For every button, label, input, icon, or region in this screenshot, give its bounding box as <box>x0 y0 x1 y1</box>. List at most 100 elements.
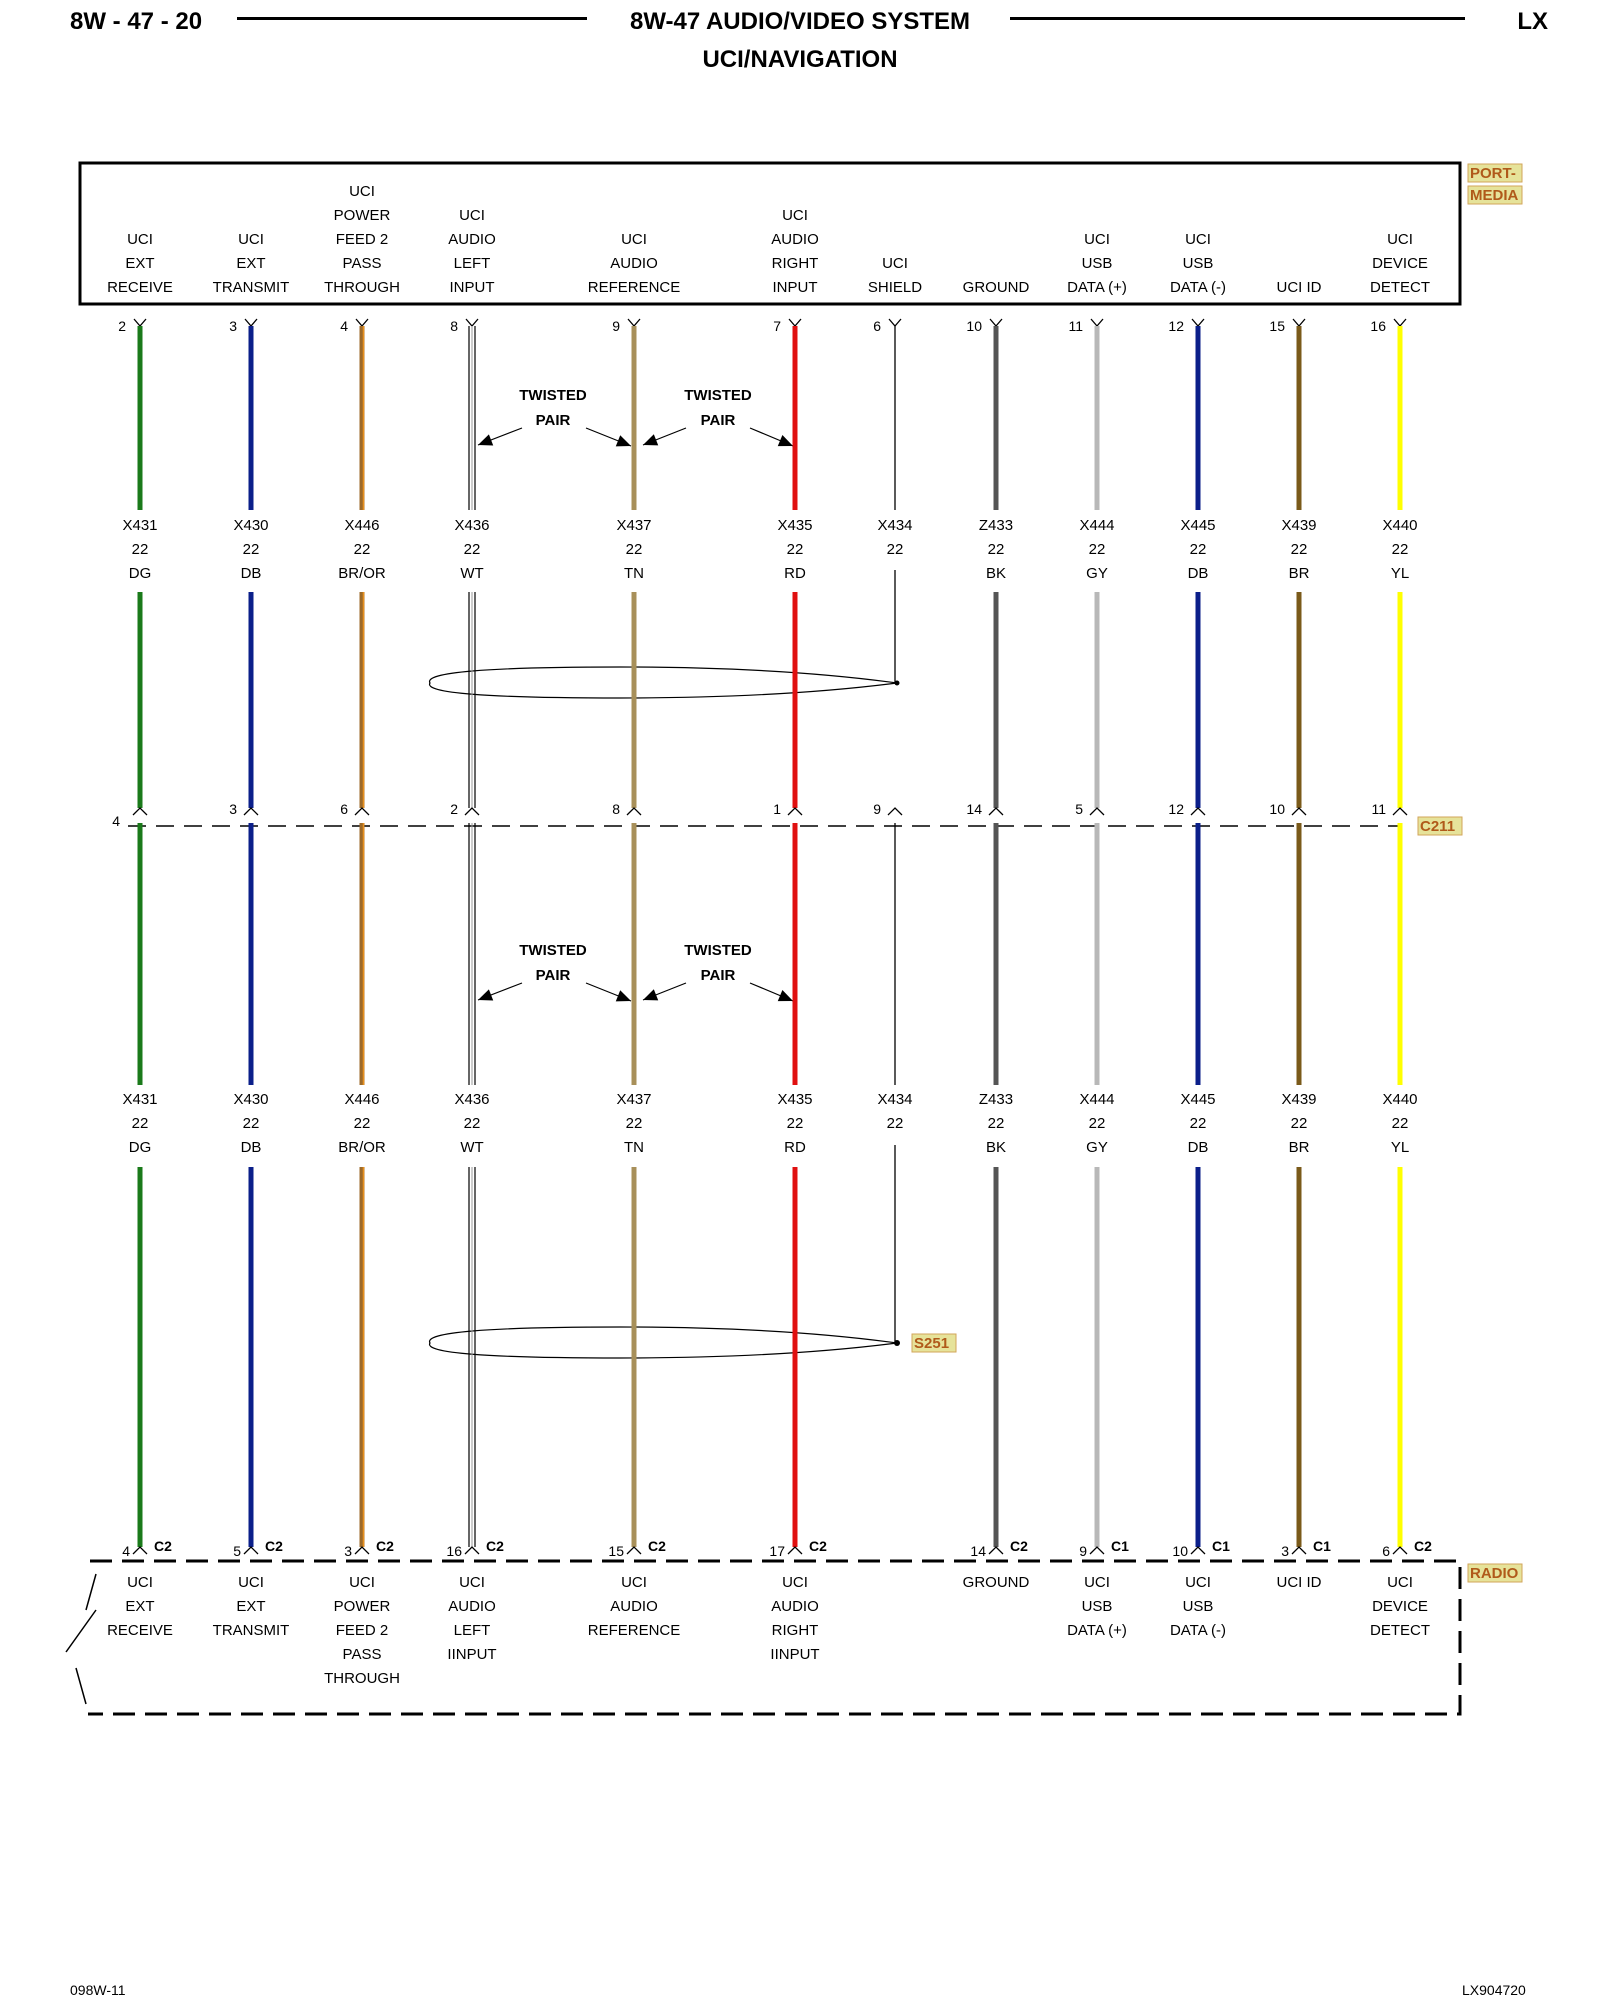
circuit-usb-minus-top-label-0: UCI <box>1185 231 1211 248</box>
header-rule-left <box>237 17 587 20</box>
circuit-power-feed-color-code-upper: BR/OR <box>338 565 386 582</box>
circuit-ext-receive-top-pin-symbol <box>133 318 147 327</box>
circuit-ext-transmit-bottom-pin-symbol <box>243 1546 259 1555</box>
circuit-audio-left-color-code-upper: WT <box>460 565 483 582</box>
circuit-ext-receive-color-code-upper: DG <box>129 565 152 582</box>
circuit-usb-plus-top-label-0: UCI <box>1084 231 1110 248</box>
circuit-uci-id-c211-pin: 10 <box>1269 801 1285 817</box>
circuit-audio-right-top-pin: 7 <box>773 318 781 334</box>
circuit-power-feed-top-label-4: THROUGH <box>324 279 400 296</box>
circuit-audio-right-top-label-3: INPUT <box>773 279 818 296</box>
circuit-audio-right-bottom-label-3: IINPUT <box>770 1646 819 1663</box>
circuit-audio-left-c211-pin-symbol <box>464 807 480 816</box>
circuit-audio-ref-bottom-label-0: UCI <box>621 1574 647 1591</box>
page-code: 8W - 47 - 20 <box>70 8 203 35</box>
circuit-device-detect-bottom-label-1: DEVICE <box>1372 1598 1428 1615</box>
circuit-device-detect-c211-pin-symbol <box>1392 807 1408 816</box>
circuit-usb-plus-gauge-lower: 22 <box>1089 1115 1106 1132</box>
circuit-shield-top-pin: 6 <box>873 318 881 334</box>
shield-bundle-lower <box>428 1326 898 1359</box>
circuit-audio-ref-bottom-pin: 15 <box>608 1543 624 1559</box>
circuit-ext-receive-wire-id-upper: X431 <box>122 517 157 534</box>
circuit-ext-receive-bottom-label-0: UCI <box>127 1574 153 1591</box>
circuit-ground-gauge-upper: 22 <box>988 541 1005 558</box>
circuit-usb-minus-c211-pin: 12 <box>1168 801 1184 817</box>
circuit-power-feed-top-label-3: PASS <box>343 255 382 272</box>
circuit-audio-left-bottom-label-1: AUDIO <box>448 1598 496 1615</box>
circuit-device-detect-bottom-label-2: DETECT <box>1370 1622 1430 1639</box>
port-media-box <box>78 161 1462 306</box>
circuit-audio-left-top-pin: 8 <box>450 318 458 334</box>
circuit-audio-ref-top-label-0: UCI <box>621 231 647 248</box>
circuit-ext-receive-color-code-lower: DG <box>129 1139 152 1156</box>
circuit-ext-transmit-bottom-label-0: UCI <box>238 1574 264 1591</box>
circuit-uci-id-bottom-pin-symbol <box>1291 1546 1307 1555</box>
circuit-ground-top-label-0: GROUND <box>963 279 1030 296</box>
circuit-power-feed-color-code-lower: BR/OR <box>338 1139 386 1156</box>
circuit-ext-transmit-top-pin: 3 <box>229 318 237 334</box>
circuit-audio-left-top-label-3: INPUT <box>450 279 495 296</box>
circuit-audio-right-color-code-lower: RD <box>784 1139 806 1156</box>
circuit-usb-plus-wire-id-lower: X444 <box>1079 1091 1114 1108</box>
circuit-uci-id-bottom-pin: 3 <box>1281 1543 1289 1559</box>
circuit-device-detect-bottom-pin-symbol <box>1392 1546 1408 1555</box>
circuit-power-feed-bottom-label-1: POWER <box>334 1598 391 1615</box>
circuit-power-feed-wire-id-upper: X446 <box>344 517 379 534</box>
circuit-device-detect-top-pin: 16 <box>1370 318 1386 334</box>
circuit-device-detect-color-code-lower: YL <box>1391 1139 1409 1156</box>
circuit-power-feed-c211-pin-symbol <box>354 807 370 816</box>
circuit-audio-ref-bottom-conn: C2 <box>648 1538 666 1554</box>
circuit-shield-gauge-lower: 22 <box>887 1115 904 1132</box>
twisted-pair-right-upper-text-1: TWISTED <box>684 387 752 404</box>
circuit-power-feed-bottom-pin-symbol <box>354 1546 370 1555</box>
port-media-label-1-bg <box>1467 163 1523 183</box>
twisted-pair-right-upper-text-2: PAIR <box>701 412 736 429</box>
circuit-audio-ref-top-pin: 9 <box>612 318 620 334</box>
circuit-audio-right-wire-id-lower: X435 <box>777 1091 812 1108</box>
circuit-ground-wire-id-upper: Z433 <box>979 517 1013 534</box>
circuit-audio-right-bottom-pin: 17 <box>769 1543 785 1559</box>
circuit-audio-ref-c211-pin-symbol <box>626 807 642 816</box>
circuit-ext-receive-gauge-lower: 22 <box>132 1115 149 1132</box>
circuit-usb-plus-bottom-conn: C1 <box>1111 1538 1129 1554</box>
radio-label: RADIO <box>1470 1565 1519 1582</box>
circuit-device-detect-gauge-lower: 22 <box>1392 1115 1409 1132</box>
circuit-shield-top-label-0: UCI <box>882 255 908 272</box>
circuit-ground-gauge-lower: 22 <box>988 1115 1005 1132</box>
circuit-usb-minus-gauge-lower: 22 <box>1190 1115 1207 1132</box>
circuit-power-feed-wire-id-lower: X446 <box>344 1091 379 1108</box>
circuit-usb-plus-c211-pin: 5 <box>1075 801 1083 817</box>
twisted-arrow-d-lower-head <box>777 990 793 1002</box>
circuit-usb-plus-color-code-upper: GY <box>1086 565 1108 582</box>
circuit-usb-plus-top-label-2: DATA (+) <box>1067 279 1127 296</box>
circuit-audio-ref-top-label-1: AUDIO <box>610 255 658 272</box>
circuit-ext-receive-gauge-upper: 22 <box>132 541 149 558</box>
circuit-ext-receive-top-label-0: UCI <box>127 231 153 248</box>
c211-label-bg <box>1417 816 1463 836</box>
circuit-power-feed-c211-pin: 6 <box>340 801 348 817</box>
circuit-power-feed-bottom-pin: 3 <box>344 1543 352 1559</box>
circuit-usb-plus-bottom-label-2: DATA (+) <box>1067 1622 1127 1639</box>
circuit-ground-wire-id-lower: Z433 <box>979 1091 1013 1108</box>
circuit-audio-ref-top-pin-symbol <box>627 318 641 327</box>
circuit-power-feed-gauge-lower: 22 <box>354 1115 371 1132</box>
circuit-audio-ref-top-label-2: REFERENCE <box>588 279 681 296</box>
circuit-audio-ref-bottom-label-1: AUDIO <box>610 1598 658 1615</box>
port-media-label-2: MEDIA <box>1470 187 1519 204</box>
circuit-ground-bottom-label-0: GROUND <box>963 1574 1030 1591</box>
circuit-ext-transmit-c211-pin-symbol <box>243 807 259 816</box>
circuit-audio-right-top-pin-symbol <box>788 318 802 327</box>
circuit-usb-minus-top-pin-symbol <box>1191 318 1205 327</box>
circuit-usb-plus-bottom-label-1: USB <box>1082 1598 1113 1615</box>
circuit-power-feed-bottom-label-3: PASS <box>343 1646 382 1663</box>
circuit-usb-plus-top-pin-symbol <box>1090 318 1104 327</box>
circuit-ext-transmit-top-label-1: EXT <box>236 255 265 272</box>
circuit-ext-transmit-color-code-lower: DB <box>241 1139 262 1156</box>
circuit-audio-left-bottom-pin-symbol <box>464 1546 480 1555</box>
circuit-usb-minus-gauge-upper: 22 <box>1190 541 1207 558</box>
circuit-audio-right-bottom-pin-symbol <box>787 1546 803 1555</box>
circuit-audio-left-bottom-label-3: IINPUT <box>447 1646 496 1663</box>
circuit-uci-id-gauge-upper: 22 <box>1291 541 1308 558</box>
header-rule-right <box>1010 17 1465 20</box>
circuit-device-detect-top-label-2: DETECT <box>1370 279 1430 296</box>
